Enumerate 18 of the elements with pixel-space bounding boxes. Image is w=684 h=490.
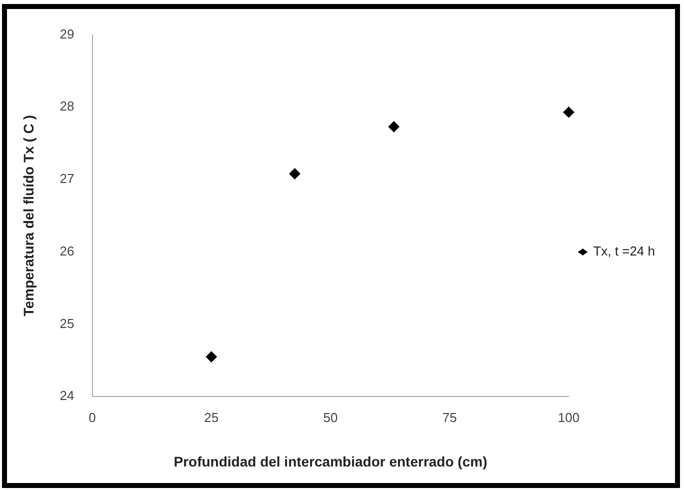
y-tick-label: 25: [60, 316, 74, 331]
point: [388, 121, 400, 132]
y-tick-label: 26: [60, 243, 74, 258]
point: [563, 106, 574, 118]
x-axis-title: Profundidad del intercambiador enterrado (cm): [174, 453, 488, 470]
legend-label: Tx, t =24 h: [593, 244, 656, 259]
x-tick-label: 0: [88, 410, 96, 425]
x-tick-label: 50: [323, 410, 338, 425]
y-tick-label: 29: [60, 26, 74, 42]
y-axis-title: Temperatura del fluído Tx ( C ): [20, 115, 36, 316]
point: [289, 168, 300, 180]
y-tick-label: 24: [60, 388, 74, 404]
y-tick-label: 27: [60, 171, 74, 186]
point: [206, 351, 217, 362]
x-tick-label: 25: [204, 410, 219, 425]
x-tick-label: 75: [442, 410, 457, 425]
y-tick-label: 28: [60, 98, 74, 114]
x-tick-label: 100: [558, 410, 580, 425]
